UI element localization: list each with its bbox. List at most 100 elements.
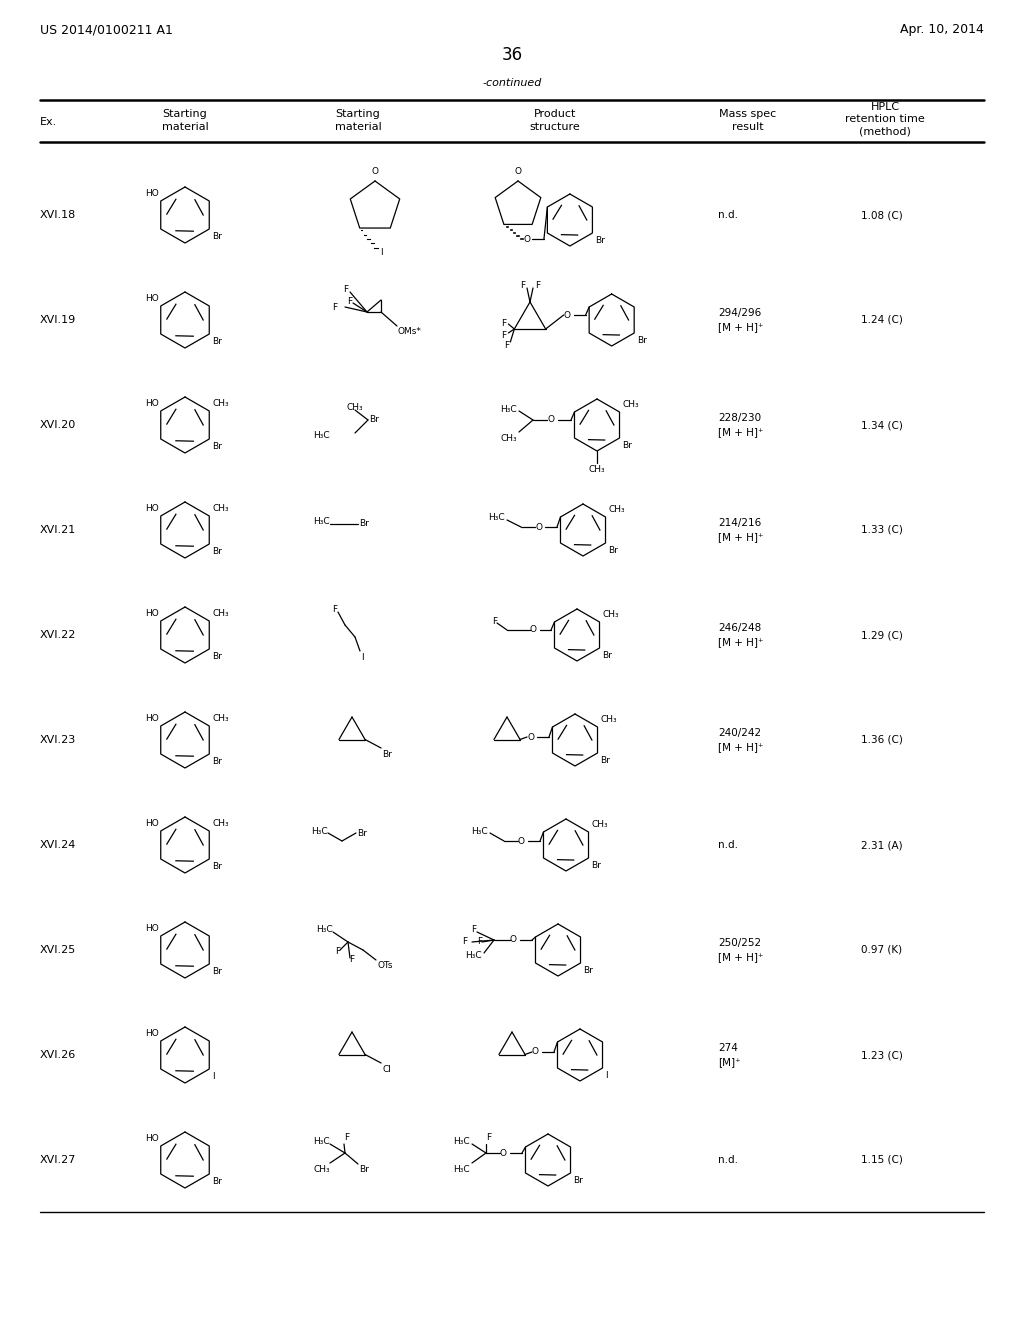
Text: US 2014/0100211 A1: US 2014/0100211 A1 [40,24,173,37]
Text: structure: structure [529,121,581,132]
Text: I: I [605,1071,608,1080]
Text: H₃C: H₃C [313,1138,330,1147]
Text: O: O [547,416,554,425]
Text: I: I [380,248,382,256]
Text: Br: Br [623,441,633,450]
Text: 274: 274 [718,1043,738,1053]
Text: O: O [563,310,570,319]
Text: O: O [530,626,537,635]
Text: H₃C: H₃C [471,826,488,836]
Text: Br: Br [212,652,222,661]
Text: n.d.: n.d. [718,840,738,850]
Text: HO: HO [145,504,159,513]
Text: [M + H]⁺: [M + H]⁺ [718,742,764,752]
Text: H₃C: H₃C [313,517,330,527]
Text: XVI.26: XVI.26 [40,1049,76,1060]
Text: 294/296: 294/296 [718,308,761,318]
Text: [M + H]⁺: [M + H]⁺ [718,426,764,437]
Text: O: O [518,837,525,846]
Text: 1.34 (C): 1.34 (C) [861,420,903,430]
Text: HO: HO [145,189,159,198]
Text: F: F [520,281,525,290]
Text: O: O [510,936,517,945]
Text: F: F [504,341,509,350]
Text: 1.36 (C): 1.36 (C) [861,735,903,744]
Text: 1.24 (C): 1.24 (C) [861,315,903,325]
Text: CH₃: CH₃ [313,1166,330,1173]
Text: H₃C: H₃C [454,1166,470,1173]
Text: O: O [535,523,542,532]
Text: F: F [535,281,540,290]
Text: Cl: Cl [382,1065,391,1074]
Text: CH₃: CH₃ [347,403,364,412]
Text: O: O [372,168,379,176]
Text: -continued: -continued [482,78,542,88]
Text: F: F [486,1133,492,1142]
Text: HO: HO [145,609,159,618]
Text: CH₃: CH₃ [212,609,229,618]
Text: HO: HO [145,924,159,933]
Text: HO: HO [145,399,159,408]
Text: Br: Br [359,520,369,528]
Text: 214/216: 214/216 [718,517,761,528]
Text: Br: Br [600,756,610,766]
Text: Br: Br [212,1177,222,1185]
Text: XVI.27: XVI.27 [40,1155,77,1166]
Text: Br: Br [212,756,222,766]
Text: H₃C: H₃C [311,826,328,836]
Text: CH₃: CH₃ [602,610,620,619]
Text: O: O [524,235,530,244]
Text: 1.23 (C): 1.23 (C) [861,1049,903,1060]
Text: CH₃: CH₃ [212,818,229,828]
Text: H₃C: H₃C [488,513,505,523]
Text: H₃C: H₃C [316,925,333,935]
Text: Br: Br [382,750,392,759]
Text: material: material [335,121,381,132]
Text: Br: Br [357,829,367,837]
Text: 36: 36 [502,46,522,63]
Text: CH₃: CH₃ [600,715,617,723]
Text: CH₃: CH₃ [212,504,229,513]
Text: CH₃: CH₃ [592,820,608,829]
Text: O: O [527,733,534,742]
Text: Br: Br [212,337,222,346]
Text: n.d.: n.d. [718,1155,738,1166]
Text: 1.15 (C): 1.15 (C) [861,1155,903,1166]
Text: Br: Br [212,968,222,975]
Text: 246/248: 246/248 [718,623,761,634]
Text: CH₃: CH₃ [212,714,229,723]
Text: CH₃: CH₃ [501,434,517,444]
Text: Br: Br [595,236,605,246]
Text: retention time: retention time [845,114,925,124]
Text: XVI.25: XVI.25 [40,945,76,954]
Text: Starting: Starting [336,110,380,119]
Text: XVI.22: XVI.22 [40,630,77,640]
Text: CH₃: CH₃ [589,465,605,474]
Text: [M + H]⁺: [M + H]⁺ [718,322,764,333]
Text: F: F [333,606,338,615]
Text: 2.31 (A): 2.31 (A) [861,840,903,850]
Text: H₃C: H₃C [454,1138,470,1147]
Text: Apr. 10, 2014: Apr. 10, 2014 [900,24,984,37]
Text: XVI.19: XVI.19 [40,315,76,325]
Text: n.d.: n.d. [718,210,738,220]
Text: F: F [347,297,352,306]
Text: material: material [162,121,208,132]
Text: F: F [501,330,506,339]
Text: Br: Br [212,862,222,871]
Text: O: O [532,1048,539,1056]
Text: Mass spec: Mass spec [720,110,776,119]
Text: HO: HO [145,714,159,723]
Text: F: F [471,925,476,935]
Text: XVI.21: XVI.21 [40,525,76,535]
Text: XVI.20: XVI.20 [40,420,76,430]
Text: Br: Br [637,337,647,345]
Text: OTs: OTs [377,961,392,970]
Text: HO: HO [145,1030,159,1038]
Text: F: F [493,616,498,626]
Text: CH₃: CH₃ [608,506,625,513]
Text: 240/242: 240/242 [718,729,761,738]
Text: Br: Br [602,651,612,660]
Text: Ex.: Ex. [40,117,57,127]
Text: CH₃: CH₃ [623,400,639,409]
